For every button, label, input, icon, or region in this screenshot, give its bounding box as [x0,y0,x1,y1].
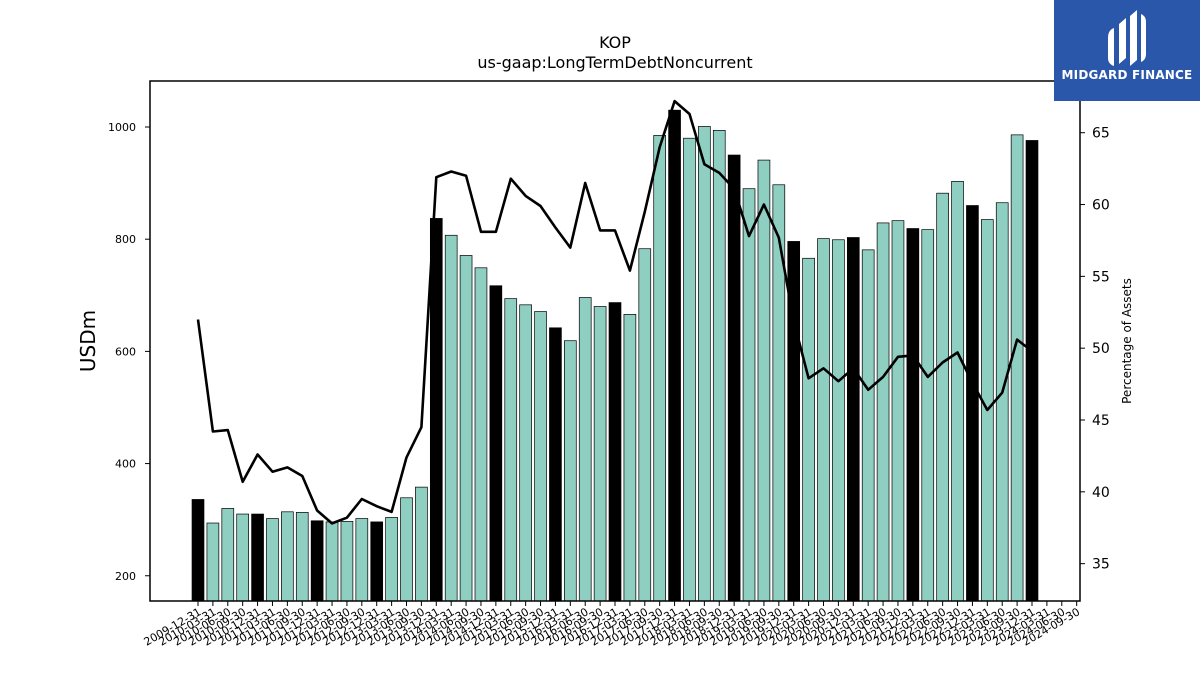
line-group [196,99,1033,525]
axes-group: 2004006008001000354045505560652009-12-31… [108,121,1110,649]
bar [504,298,518,602]
bar [370,521,384,602]
brand-name: MIDGARD FINANCE [1061,68,1193,82]
bar [921,229,935,602]
bar [593,306,607,602]
bar [1010,134,1024,602]
bar [340,520,354,602]
bar [757,159,771,602]
y-tick-label-right: 50 [1092,341,1110,357]
bar [608,302,622,602]
y-tick-label-left: 600 [115,345,136,358]
bar [712,130,726,602]
bar [489,285,503,602]
series-line [196,99,1033,525]
bar [266,518,279,602]
bar [355,518,369,602]
bar [325,521,339,602]
bar [310,520,324,602]
bar [578,297,592,602]
y-tick-label-right: 35 [1092,557,1110,573]
brand-logo: MIDGARD FINANCE [1054,0,1200,101]
bar [564,340,577,602]
bar [400,497,413,602]
bar [623,314,637,602]
bar [906,228,920,602]
bar [966,205,979,602]
chart-title: KOP [599,33,631,52]
bar [668,109,681,602]
bar [772,184,786,602]
bar [653,135,666,602]
bar [251,513,264,602]
bar [683,137,696,602]
bar [519,304,532,602]
bar [832,239,845,602]
bar [429,218,443,602]
bar [995,202,1009,602]
bar [846,237,860,602]
bar [876,222,890,602]
bar [415,486,428,602]
bar [295,512,309,602]
bar [549,327,562,602]
y-axis-label-right: Percentage of Assets [1120,278,1134,404]
bar [802,257,815,602]
bar [191,499,205,602]
y-tick-label-right: 60 [1092,198,1110,214]
bar [936,192,949,602]
y-tick-label-right: 45 [1092,413,1110,429]
bar [742,188,756,602]
bar [638,248,652,602]
midgard-m-logo-icon [1108,10,1146,66]
bar [221,508,235,602]
chart-subtitle: us-gaap:LongTermDebtNoncurrent [477,53,752,72]
bar [206,522,220,602]
bar [385,517,398,602]
y-tick-label-right: 65 [1092,126,1110,142]
bar [281,511,294,602]
bar [817,238,830,602]
bar [534,311,547,602]
bar [727,154,741,602]
y-tick-label-left: 200 [115,570,136,583]
y-tick-label-left: 1000 [108,121,136,134]
bar [861,249,875,602]
bar [698,126,711,602]
y-tick-label-left: 400 [115,458,136,471]
bars-group [191,109,1039,602]
bar [236,513,249,602]
bar [891,220,905,602]
bar [459,255,473,602]
bar [951,181,964,602]
bar [1025,140,1039,602]
y-axis-label-left: USDm [76,310,100,372]
y-tick-label-left: 800 [115,233,136,246]
bar [444,234,458,602]
y-tick-label-right: 40 [1092,485,1110,501]
plot-frame [149,80,1081,602]
y-tick-label-right: 55 [1092,269,1110,285]
bar [474,267,488,602]
